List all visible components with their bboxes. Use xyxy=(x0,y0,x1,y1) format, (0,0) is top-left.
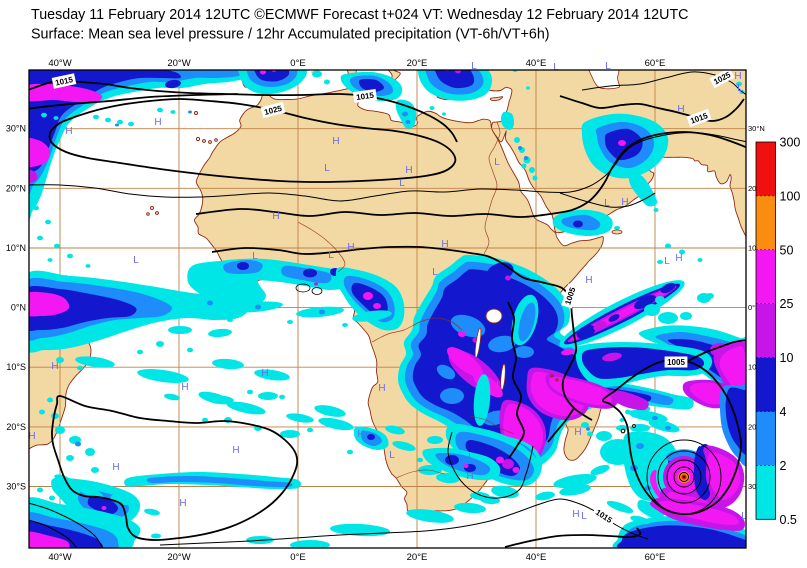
svg-text:10: 10 xyxy=(748,363,756,372)
svg-text:30°N: 30°N xyxy=(748,124,765,133)
svg-text:0°N: 0°N xyxy=(11,303,26,313)
svg-text:H: H xyxy=(261,368,268,379)
svg-text:1015: 1015 xyxy=(356,91,375,102)
svg-text:1025: 1025 xyxy=(263,104,283,117)
svg-text:H: H xyxy=(574,427,581,438)
svg-text:0°N: 0°N xyxy=(748,303,761,312)
svg-text:L: L xyxy=(553,62,559,73)
svg-text:20: 20 xyxy=(748,184,756,193)
svg-text:0.5: 0.5 xyxy=(780,513,797,527)
svg-text:H: H xyxy=(232,445,239,456)
svg-text:L: L xyxy=(432,267,438,278)
svg-text:25: 25 xyxy=(780,297,794,311)
svg-text:10°S: 10°S xyxy=(6,362,26,372)
svg-text:H: H xyxy=(675,253,682,264)
svg-text:1015: 1015 xyxy=(54,75,74,88)
svg-text:30: 30 xyxy=(748,482,756,491)
svg-text:L: L xyxy=(399,178,405,189)
svg-text:H: H xyxy=(154,117,161,128)
svg-text:H: H xyxy=(332,136,339,147)
svg-text:L: L xyxy=(737,83,743,94)
svg-text:H: H xyxy=(28,431,35,442)
svg-text:60°E: 60°E xyxy=(645,552,666,563)
svg-text:Surface: Mean sea level pressu: Surface: Mean sea level pressure / 12hr … xyxy=(31,27,550,43)
svg-text:0°E: 0°E xyxy=(290,552,305,563)
svg-text:H: H xyxy=(357,429,364,440)
svg-text:10: 10 xyxy=(780,351,794,365)
svg-text:60°E: 60°E xyxy=(645,58,666,69)
svg-text:L: L xyxy=(252,251,258,262)
svg-text:H: H xyxy=(677,104,684,115)
svg-text:100: 100 xyxy=(780,189,801,203)
svg-text:10°N: 10°N xyxy=(6,243,26,253)
svg-text:L: L xyxy=(324,163,330,174)
svg-text:30°S: 30°S xyxy=(6,482,26,492)
svg-text:1005: 1005 xyxy=(667,358,685,367)
svg-text:L: L xyxy=(389,450,395,461)
svg-text:H: H xyxy=(179,498,186,509)
svg-text:H: H xyxy=(347,242,354,253)
svg-text:40°E: 40°E xyxy=(526,58,547,69)
svg-text:H: H xyxy=(621,197,628,208)
svg-text:L: L xyxy=(741,511,747,522)
svg-text:L: L xyxy=(605,61,611,72)
svg-text:H: H xyxy=(112,462,119,473)
svg-text:L: L xyxy=(471,61,477,72)
svg-text:20: 20 xyxy=(748,422,756,431)
svg-text:300: 300 xyxy=(780,136,801,150)
svg-text:H: H xyxy=(65,126,72,137)
svg-text:H: H xyxy=(734,71,741,82)
svg-text:H: H xyxy=(585,275,592,286)
svg-text:L: L xyxy=(604,198,610,209)
svg-text:40°W: 40°W xyxy=(48,552,71,563)
svg-text:H: H xyxy=(405,165,412,176)
svg-text:Tuesday 11 February 2014 12UTC: Tuesday 11 February 2014 12UTC ©ECMWF Fo… xyxy=(31,7,689,23)
svg-text:20°E: 20°E xyxy=(407,58,428,69)
svg-text:L: L xyxy=(496,380,502,391)
svg-text:L: L xyxy=(468,452,474,463)
svg-text:40°E: 40°E xyxy=(526,552,547,563)
svg-text:20°W: 20°W xyxy=(167,552,190,563)
svg-text:H: H xyxy=(272,211,279,222)
svg-text:20°S: 20°S xyxy=(6,422,26,432)
svg-text:40°W: 40°W xyxy=(48,58,71,69)
svg-text:4: 4 xyxy=(780,405,787,419)
svg-text:2: 2 xyxy=(780,459,787,473)
svg-text:20°N: 20°N xyxy=(6,183,26,193)
svg-text:L: L xyxy=(494,157,500,168)
svg-text:H: H xyxy=(378,383,385,394)
svg-text:L: L xyxy=(133,255,139,266)
svg-text:H: H xyxy=(441,239,448,250)
svg-text:H: H xyxy=(572,509,579,520)
svg-text:H: H xyxy=(466,471,473,482)
svg-text:50: 50 xyxy=(780,243,794,257)
svg-text:20°W: 20°W xyxy=(167,58,190,69)
svg-text:L: L xyxy=(328,250,334,261)
svg-text:30°N: 30°N xyxy=(6,124,26,134)
svg-text:H: H xyxy=(51,361,58,372)
svg-text:0°E: 0°E xyxy=(290,58,305,69)
svg-text:10: 10 xyxy=(748,244,756,253)
svg-text:L: L xyxy=(581,511,587,522)
svg-text:20°E: 20°E xyxy=(407,552,428,563)
svg-text:L: L xyxy=(664,256,670,267)
svg-text:H: H xyxy=(181,382,188,393)
